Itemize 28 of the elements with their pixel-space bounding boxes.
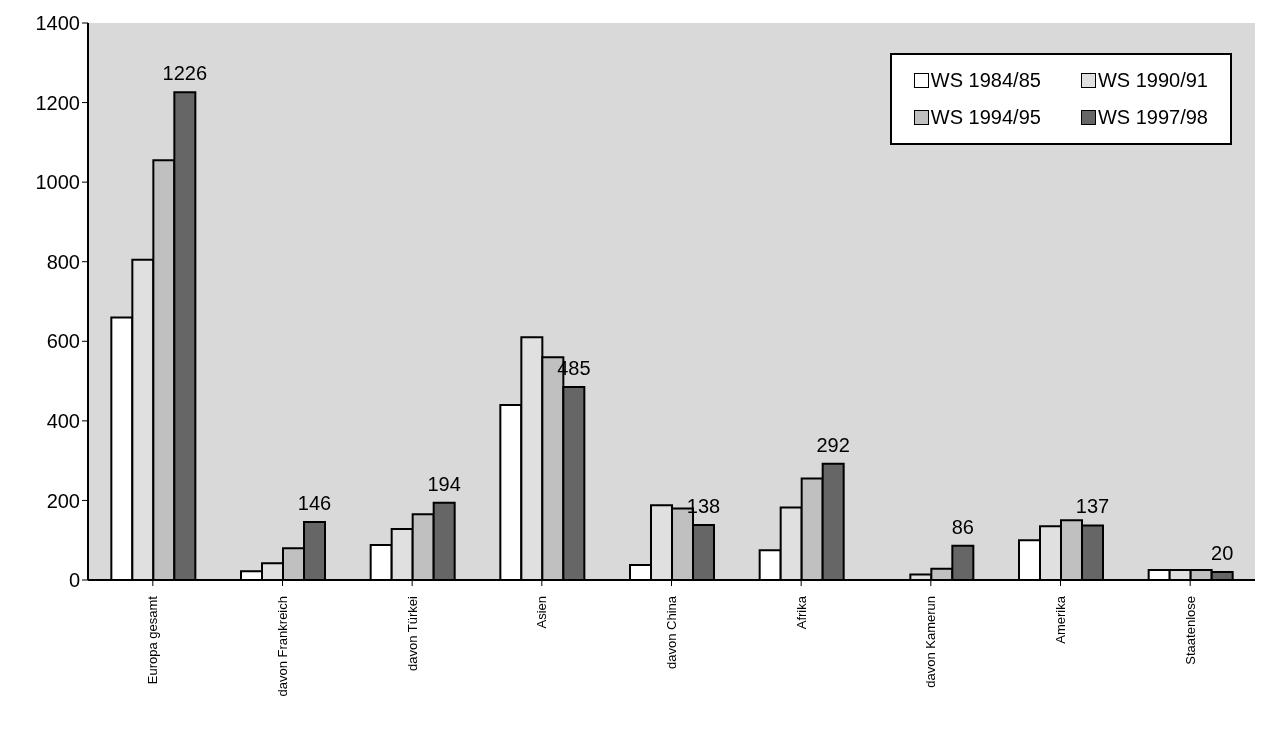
data-label: 292 xyxy=(816,433,850,456)
y-tick-label: 200 xyxy=(46,489,80,512)
data-label: 20 xyxy=(1211,542,1234,565)
x-tick-label: davon Kamerun xyxy=(923,596,939,688)
legend-label: WS 1984/85 xyxy=(930,69,1041,92)
x-tick-label: Asien xyxy=(534,596,550,629)
x-tick-label: Afrika xyxy=(793,595,809,630)
data-label: 194 xyxy=(427,472,461,495)
x-tick-label: davon Türkei xyxy=(404,595,420,671)
x-tick-label: davon China xyxy=(664,595,679,669)
y-tick-label: 1000 xyxy=(35,171,80,194)
y-tick-label: 0 xyxy=(68,569,80,592)
x-tick-label: Europa gesamt xyxy=(145,595,161,685)
data-label: 137 xyxy=(1075,495,1110,518)
data-label: 86 xyxy=(951,515,974,538)
legend-label: WS 1990/91 xyxy=(1097,69,1208,92)
x-tick-label: davon Frankreich xyxy=(275,596,290,697)
y-tick-label: 400 xyxy=(46,409,80,432)
data-label: 1226 xyxy=(162,62,208,85)
legend-label: WS 1997/98 xyxy=(1097,106,1208,129)
y-tick-label: 800 xyxy=(46,250,80,273)
x-tick-label: Staatenlose xyxy=(1182,596,1198,665)
y-tick-label: 1400 xyxy=(35,12,80,35)
x-tick-label: Amerika xyxy=(1053,595,1068,644)
y-tick-label: 600 xyxy=(46,330,80,353)
data-label: 146 xyxy=(297,491,332,514)
legend-label: WS 1994/95 xyxy=(930,106,1041,129)
y-tick-label: 1200 xyxy=(35,91,80,114)
